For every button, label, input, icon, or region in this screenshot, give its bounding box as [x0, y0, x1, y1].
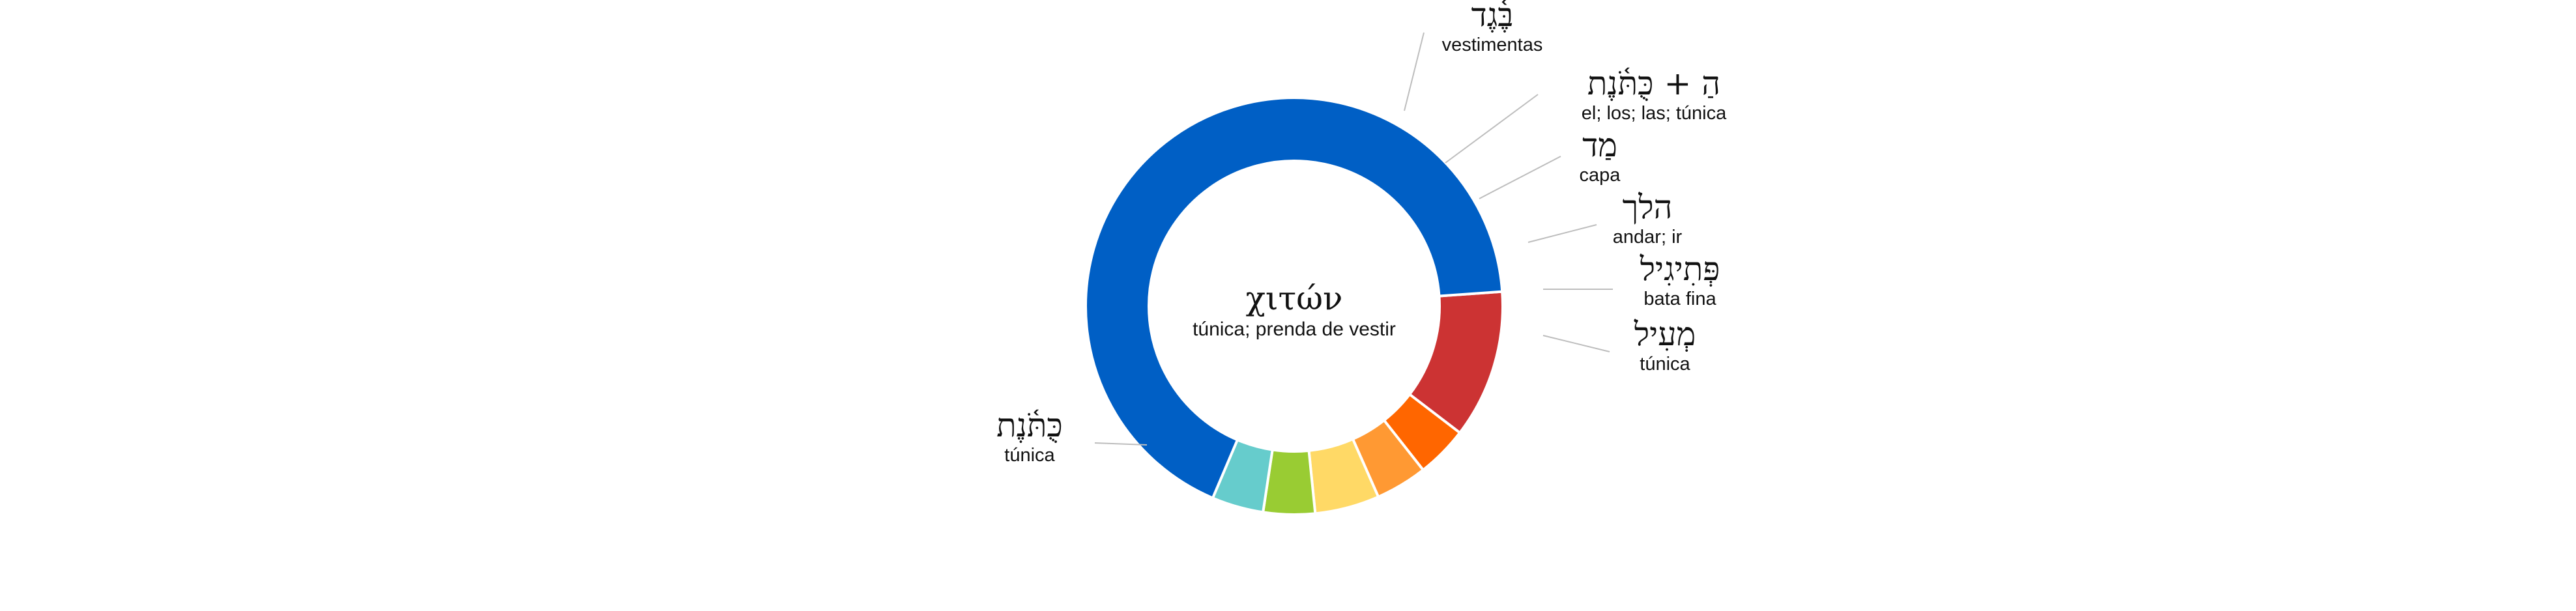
slice-gloss-2: capa — [1580, 165, 1621, 186]
leader-line-1 — [1445, 94, 1539, 163]
slice-label-2: מַד — [1582, 126, 1617, 164]
slice-gloss-1: el; los; las; túnica — [1582, 103, 1727, 124]
leader-line-2 — [1479, 156, 1561, 199]
slice-label-6: כֻּתֹּ֫נֶת — [996, 406, 1063, 444]
leader-line-5 — [1542, 335, 1610, 352]
slice-label-0: בֶּ֫גֶד — [1471, 0, 1514, 34]
slice-gloss-6: túnica — [1004, 445, 1055, 466]
slice-gloss-5: túnica — [1640, 354, 1690, 375]
slice-label-1: הַ + כֻּתֹּ֫נֶת — [1587, 64, 1720, 102]
slice-gloss-3: andar; ir — [1613, 227, 1683, 248]
slice-gloss-0: vestimentas — [1442, 35, 1543, 55]
leader-lines-layer — [1094, 32, 1613, 446]
leader-line-3 — [1527, 224, 1597, 243]
leader-line-0 — [1404, 32, 1425, 111]
slices-layer — [1084, 96, 1504, 516]
slice-tu-nica-6[interactable] — [1084, 96, 1504, 500]
center-subtitle: túnica; prenda de vestir — [1193, 319, 1396, 340]
leader-line-6 — [1094, 442, 1148, 446]
slice-label-4: פְּתִיגִיל — [1640, 250, 1720, 288]
slice-gloss-4: bata fina — [1643, 289, 1716, 309]
slice-label-5: מְעִיל — [1634, 315, 1696, 353]
slice-label-3: הלך — [1623, 188, 1673, 226]
center-title: χιτών — [1246, 279, 1343, 317]
